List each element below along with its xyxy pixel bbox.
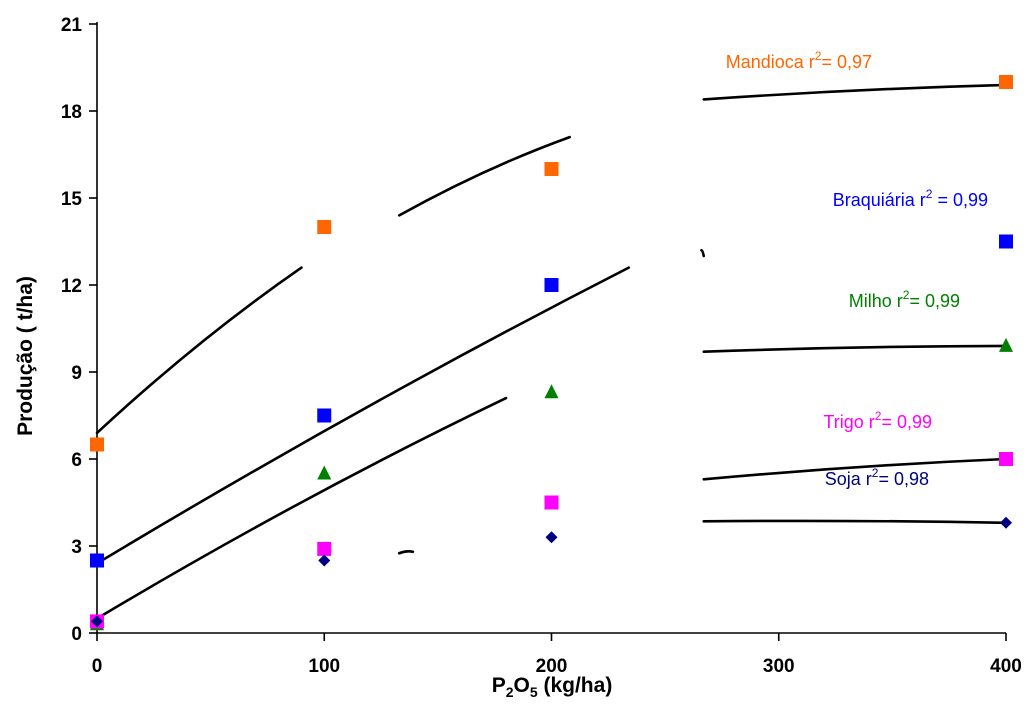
trend-line-segment — [702, 457, 1008, 481]
annotation-soja: Soja r2= 0,98 — [825, 466, 929, 489]
data-markers — [90, 75, 1013, 631]
axes: 0 3 6 9 12 15 18 21 0 100 200 300 400 — [61, 15, 1022, 677]
trend-lines — [95, 83, 1008, 620]
data-point-braquiria — [90, 553, 104, 568]
data-point-trigo — [544, 495, 559, 510]
x-tick-label: 200 — [536, 656, 568, 677]
x-tick-label: 100 — [308, 656, 340, 677]
x-tick-label: 0 — [92, 656, 103, 677]
data-point-soja — [1000, 516, 1012, 529]
data-point-mandioca — [317, 220, 332, 234]
data-point-soja — [545, 531, 558, 544]
y-tick-label: 3 — [71, 537, 82, 558]
trend-line-segment — [702, 344, 1008, 353]
data-point-milho — [999, 337, 1013, 352]
data-point-mandioca — [544, 162, 559, 176]
data-point-braquiria — [999, 234, 1013, 249]
data-point-milho — [544, 384, 559, 399]
data-point-mandioca — [90, 437, 104, 452]
trend-line-segment — [702, 83, 1008, 101]
x-tick-label: 400 — [990, 656, 1022, 677]
annotation-milho: Milho r2= 0,99 — [849, 288, 960, 311]
y-tick-label: 21 — [61, 15, 83, 36]
trend-line-segment — [95, 266, 631, 565]
axis-titles: Produção ( t/ha) P2O5 (kg/ha) — [14, 276, 612, 700]
y-tick-label: 12 — [61, 276, 82, 297]
trend-line-segment — [702, 519, 1008, 525]
data-point-trigo — [317, 541, 332, 556]
trend-line-segment — [397, 135, 571, 217]
data-point-milho — [317, 465, 332, 480]
y-tick-label: 9 — [71, 363, 82, 384]
y-tick-label: 18 — [61, 102, 82, 123]
data-point-braquiria — [544, 278, 559, 292]
annotation-trigo: Trigo r2= 0,99 — [823, 409, 932, 432]
trend-line-segment — [95, 266, 303, 435]
y-tick-label: 0 — [71, 624, 82, 645]
data-point-mandioca — [999, 75, 1013, 89]
annotation-braquiria: Braquiária r2 = 0,99 — [833, 187, 988, 210]
data-point-soja — [318, 554, 331, 567]
y-axis-title: Produção ( t/ha) — [14, 276, 37, 436]
data-point-soja — [91, 615, 103, 628]
y-tick-label: 15 — [61, 189, 83, 210]
trend-line-segment — [95, 396, 508, 620]
trend-line-segment — [700, 248, 706, 258]
series-annotations: Mandioca r2= 0,97 Braquiária r2 = 0,99 Mil… — [726, 49, 988, 489]
y-tick-label: 6 — [71, 450, 82, 471]
x-axis-title: P2O5 (kg/ha) — [492, 674, 613, 700]
annotation-mandioca: Mandioca r2= 0,97 — [726, 49, 872, 72]
data-point-braquiria — [317, 408, 332, 423]
data-point-trigo — [999, 452, 1013, 466]
x-tick-label: 300 — [763, 656, 795, 677]
trend-line-segment — [397, 550, 415, 555]
